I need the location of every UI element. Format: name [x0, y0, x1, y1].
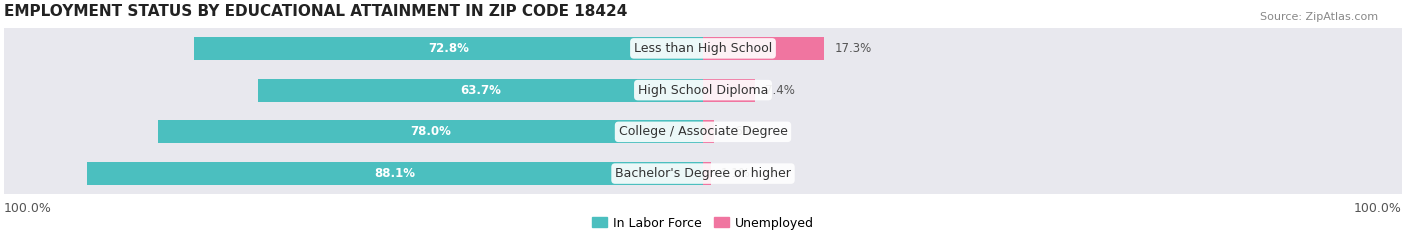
Text: 72.8%: 72.8% — [429, 42, 470, 55]
Bar — [4, 69, 1402, 111]
Bar — [4, 111, 1402, 153]
Text: 78.0%: 78.0% — [411, 125, 451, 138]
Text: Source: ZipAtlas.com: Source: ZipAtlas.com — [1260, 12, 1378, 22]
Text: Less than High School: Less than High School — [634, 42, 772, 55]
Text: 63.7%: 63.7% — [460, 84, 501, 97]
Bar — [703, 37, 824, 60]
Bar — [87, 162, 703, 185]
Bar — [4, 27, 1402, 69]
Text: High School Diploma: High School Diploma — [638, 84, 768, 97]
Text: 1.6%: 1.6% — [724, 125, 755, 138]
Bar — [257, 79, 703, 102]
Text: 100.0%: 100.0% — [1354, 202, 1402, 215]
Bar — [4, 153, 1402, 195]
Text: Bachelor's Degree or higher: Bachelor's Degree or higher — [614, 167, 792, 180]
Text: 1.1%: 1.1% — [721, 167, 751, 180]
Bar — [703, 120, 714, 143]
Bar — [703, 162, 710, 185]
Text: 100.0%: 100.0% — [4, 202, 52, 215]
Bar — [703, 79, 755, 102]
Text: College / Associate Degree: College / Associate Degree — [619, 125, 787, 138]
Bar — [194, 37, 703, 60]
Text: 7.4%: 7.4% — [765, 84, 794, 97]
Legend: In Labor Force, Unemployed: In Labor Force, Unemployed — [592, 217, 814, 230]
Text: 88.1%: 88.1% — [374, 167, 416, 180]
Text: 17.3%: 17.3% — [834, 42, 872, 55]
Text: EMPLOYMENT STATUS BY EDUCATIONAL ATTAINMENT IN ZIP CODE 18424: EMPLOYMENT STATUS BY EDUCATIONAL ATTAINM… — [4, 4, 627, 19]
Bar — [157, 120, 703, 143]
